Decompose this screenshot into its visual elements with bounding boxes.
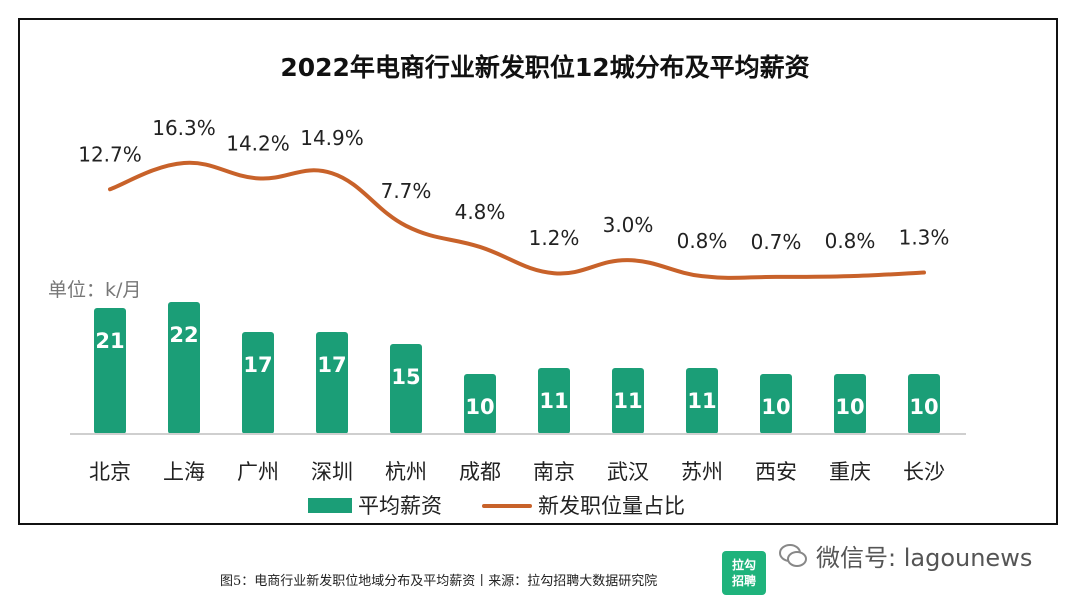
legend-label-bar: 平均薪资: [358, 494, 442, 518]
x-tick-label: 深圳: [311, 460, 353, 484]
legend-label-line: 新发职位量占比: [538, 494, 685, 518]
line-value-label: 16.3%: [152, 116, 216, 140]
bar: [686, 368, 718, 434]
bar: [612, 368, 644, 434]
bar: [390, 344, 422, 434]
bar: [464, 374, 496, 434]
line-value-label: 14.2%: [226, 131, 290, 155]
line-value-label: 7.7%: [381, 179, 432, 203]
x-tick-label: 西安: [755, 460, 797, 484]
line-value-label: 14.9%: [300, 126, 364, 150]
x-tick-label: 武汉: [607, 460, 649, 484]
x-tick-label: 广州: [237, 460, 279, 484]
logo-text-1: 拉勾: [731, 558, 756, 572]
line-value-label: 4.8%: [455, 200, 506, 224]
bar-value-label: 10: [835, 395, 864, 419]
line-value-label: 3.0%: [603, 213, 654, 237]
bar-value-label: 17: [317, 353, 346, 377]
bar: [538, 368, 570, 434]
x-tick-label: 长沙: [903, 460, 945, 484]
bar: [168, 302, 200, 434]
x-tick-label: 上海: [163, 460, 205, 484]
chart-frame: [18, 18, 1058, 525]
bar: [316, 332, 348, 434]
line-series: [108, 160, 926, 280]
x-tick-label: 重庆: [829, 460, 871, 484]
legend-swatch-bar: [308, 498, 352, 513]
bar: [242, 332, 274, 434]
bar: [908, 374, 940, 434]
bar-value-label: 10: [465, 395, 494, 419]
bar-value-label: 11: [539, 389, 568, 413]
logo-text-2: 招聘: [731, 574, 756, 588]
x-tick-label: 苏州: [681, 460, 723, 484]
line-value-label: 1.2%: [529, 226, 580, 250]
bar-value-label: 17: [243, 353, 272, 377]
line-value-label: 0.8%: [677, 229, 728, 253]
bar: [760, 374, 792, 434]
line-value-label: 0.8%: [825, 229, 876, 253]
wechat-icon: [779, 543, 807, 567]
bar: [834, 374, 866, 434]
x-tick-label: 成都: [459, 460, 501, 484]
figure-caption: 图5：电商行业新发职位地域分布及平均薪资丨来源：拉勾招聘大数据研究院: [220, 574, 658, 589]
wechat-id: 微信号: lagounews: [816, 544, 1033, 572]
chart-title: 2022年电商行业新发职位12城分布及平均薪资: [280, 53, 809, 82]
x-tick-label: 南京: [533, 460, 575, 484]
lagou-logo: 拉勾 招聘: [722, 551, 766, 595]
line-value-label: 12.7%: [78, 142, 142, 166]
line-value-label: 1.3%: [899, 226, 950, 250]
bar-value-label: 11: [613, 389, 642, 413]
bar-value-label: 21: [95, 329, 124, 353]
bar-value-label: 11: [687, 389, 716, 413]
x-tick-label: 杭州: [385, 460, 427, 484]
line-value-label: 0.7%: [751, 230, 802, 254]
unit-label: 单位：k/月: [48, 279, 141, 301]
bar-value-label: 15: [391, 365, 420, 389]
wechat-watermark: 微信号: lagounews: [778, 538, 1032, 573]
bar-value-label: 10: [909, 395, 938, 419]
bar-value-label: 22: [169, 323, 198, 347]
bar-value-label: 10: [761, 395, 790, 419]
x-tick-label: 北京: [89, 460, 131, 484]
bar: [94, 308, 126, 434]
